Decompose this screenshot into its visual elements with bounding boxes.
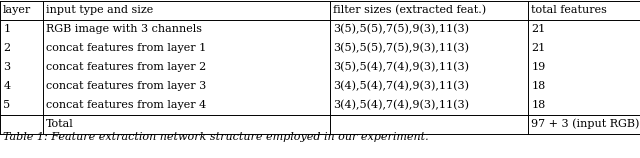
Text: 18: 18 bbox=[531, 100, 545, 110]
Text: concat features from layer 3: concat features from layer 3 bbox=[46, 81, 206, 91]
Text: 19: 19 bbox=[531, 62, 545, 72]
Text: concat features from layer 2: concat features from layer 2 bbox=[46, 62, 206, 72]
Text: layer: layer bbox=[3, 5, 31, 15]
Text: 4: 4 bbox=[3, 81, 10, 91]
Text: 3(5),5(5),7(5),9(3),11(3): 3(5),5(5),7(5),9(3),11(3) bbox=[333, 43, 468, 53]
Text: Table 1: Feature extraction network structure employed in our experiment.: Table 1: Feature extraction network stru… bbox=[3, 132, 429, 142]
Text: 3(4),5(4),7(4),9(3),11(3): 3(4),5(4),7(4),9(3),11(3) bbox=[333, 81, 468, 91]
Text: input type and size: input type and size bbox=[46, 5, 154, 15]
Text: filter sizes (extracted feat.): filter sizes (extracted feat.) bbox=[333, 5, 486, 15]
Text: concat features from layer 1: concat features from layer 1 bbox=[46, 43, 206, 53]
Text: concat features from layer 4: concat features from layer 4 bbox=[46, 100, 206, 110]
Text: 3: 3 bbox=[3, 62, 10, 72]
Text: Total: Total bbox=[46, 119, 74, 129]
Text: 3(4),5(4),7(4),9(3),11(3): 3(4),5(4),7(4),9(3),11(3) bbox=[333, 100, 468, 110]
Text: 3(5),5(5),7(5),9(3),11(3): 3(5),5(5),7(5),9(3),11(3) bbox=[333, 24, 468, 34]
Text: 2: 2 bbox=[3, 43, 10, 53]
Text: RGB image with 3 channels: RGB image with 3 channels bbox=[46, 24, 202, 34]
Text: 3(5),5(4),7(4),9(3),11(3): 3(5),5(4),7(4),9(3),11(3) bbox=[333, 62, 468, 72]
Text: 21: 21 bbox=[531, 24, 545, 34]
Text: total features: total features bbox=[531, 5, 607, 15]
Text: 97 + 3 (input RGB) = 100: 97 + 3 (input RGB) = 100 bbox=[531, 119, 640, 129]
Text: 21: 21 bbox=[531, 43, 545, 53]
Text: 5: 5 bbox=[3, 100, 10, 110]
Text: 1: 1 bbox=[3, 24, 10, 34]
Text: 18: 18 bbox=[531, 81, 545, 91]
